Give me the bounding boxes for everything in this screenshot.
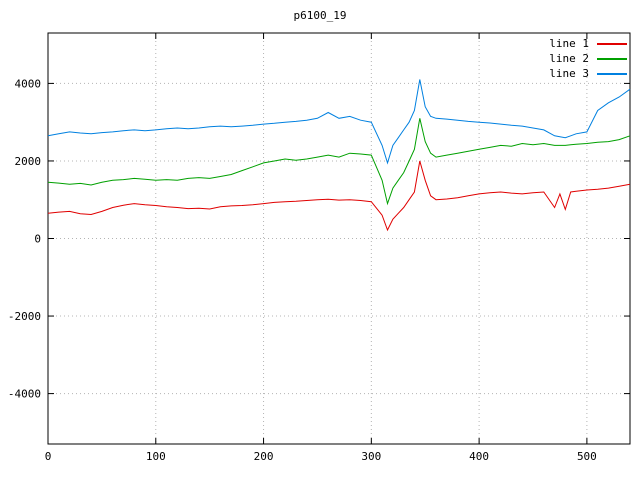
legend: line 1 line 2 line 3: [549, 38, 627, 79]
legend-line-sample: [597, 72, 627, 75]
x-tick-label: 400: [469, 450, 489, 463]
series-line-3: [47, 79, 631, 165]
y-tick-label: 2000: [15, 155, 42, 168]
legend-entry: line 2: [549, 53, 627, 64]
legend-entry: line 3: [549, 68, 627, 79]
chart-title: p6100_19: [293, 9, 347, 22]
x-tick-label: 200: [254, 450, 274, 463]
legend-label: line 3: [549, 67, 589, 80]
legend-label: line 2: [549, 52, 589, 65]
y-tick-label: 0: [34, 233, 41, 246]
plot-border: [47, 32, 631, 445]
series-line-1: [47, 160, 631, 232]
legend-line-sample: [597, 42, 627, 45]
legend-line-sample: [597, 57, 627, 60]
x-tick-label: 300: [361, 450, 381, 463]
x-tick-label: 100: [146, 450, 166, 463]
y-tick-label: -2000: [8, 310, 41, 323]
y-tick-label: 4000: [15, 77, 42, 90]
legend-label: line 1: [549, 37, 589, 50]
y-tick-label: -4000: [8, 388, 41, 401]
x-tick-label: 500: [577, 450, 597, 463]
legend-entry: line 1: [549, 38, 627, 49]
x-tick-label: 0: [45, 450, 52, 463]
series-line-2: [47, 118, 631, 206]
